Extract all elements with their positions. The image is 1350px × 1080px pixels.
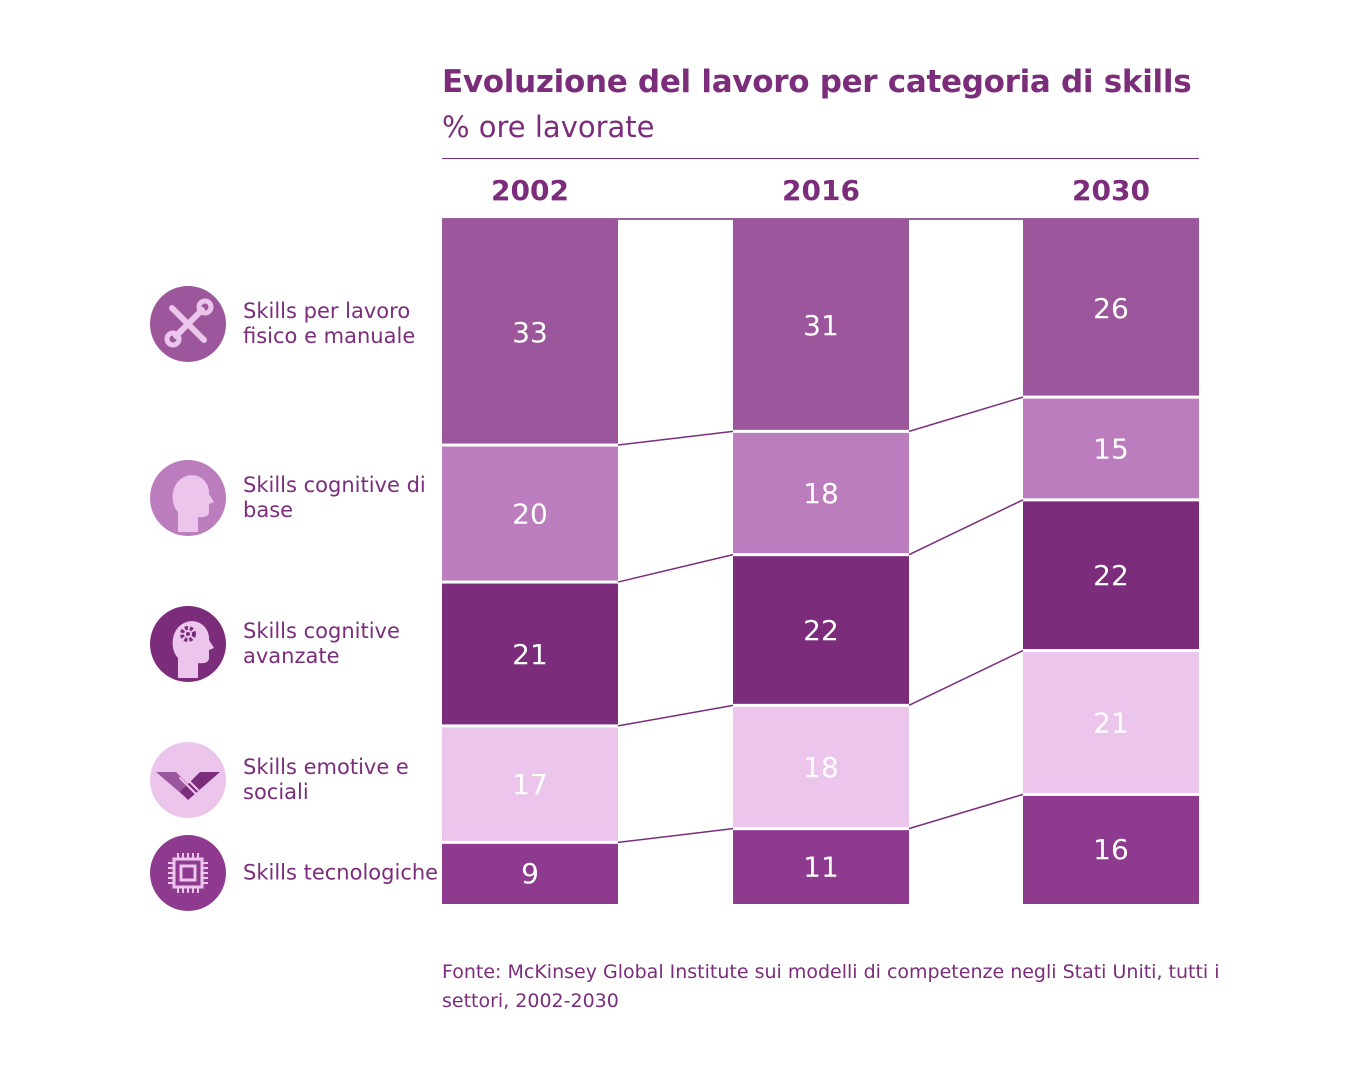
connector-line (908, 649, 1024, 707)
bar-segment (733, 830, 909, 904)
microchip-icon (150, 835, 226, 911)
year-label: 2002 (491, 174, 569, 207)
bar-segment (733, 219, 909, 430)
data-label: 21 (1093, 706, 1129, 739)
handshake-icon (150, 742, 226, 818)
data-label: 16 (1093, 833, 1129, 866)
legend-label: Skills cognitive di base (243, 473, 426, 522)
data-label: 11 (803, 850, 839, 883)
head-gear-icon (150, 606, 226, 682)
chart-title: Evoluzione del lavoro per categoria di s… (442, 64, 1192, 100)
bar-segment (733, 432, 909, 554)
chart-subtitle: % ore lavorate (442, 110, 655, 144)
bar-segment (733, 706, 909, 828)
title-divider (442, 158, 1199, 159)
data-label: 20 (512, 498, 548, 531)
bar-segment (1023, 501, 1199, 650)
data-label: 15 (1093, 432, 1129, 465)
connector-line (617, 553, 734, 583)
connector-line (617, 704, 734, 727)
data-label: 31 (803, 309, 839, 342)
data-label: 18 (803, 477, 839, 510)
connector-line (908, 396, 1024, 433)
legend-item-fisico-manuale: Skills per lavoro fisico e manuale (150, 286, 440, 362)
connector-line (908, 499, 1024, 556)
connector-line (617, 827, 734, 844)
bar-segment (733, 556, 909, 704)
year-label: 2016 (782, 174, 860, 207)
bar-segment (1023, 219, 1199, 396)
source-note: Fonte: McKinsey Global Institute sui mod… (442, 961, 1220, 1012)
data-label: 21 (512, 638, 548, 671)
data-label: 17 (512, 768, 548, 801)
year-label: 2030 (1072, 174, 1150, 207)
data-label: 9 (521, 857, 539, 890)
legend-label: Skills per lavoro fisico e manuale (243, 299, 416, 348)
bar-segment (442, 843, 618, 904)
legend-item-cognitive-avanzate: Skills cognitive avanzate (150, 606, 440, 682)
data-label: 22 (1093, 559, 1129, 592)
legend-item-tecnologiche: Skills tecnologiche (150, 835, 440, 911)
bar-segment (442, 219, 618, 444)
data-label: 26 (1093, 292, 1129, 325)
data-label: 22 (803, 614, 839, 647)
bar-segment (1023, 652, 1199, 793)
data-label: 33 (512, 316, 548, 349)
legend-label: Skills emotive e sociali (243, 755, 409, 804)
legend-label: Skills tecnologiche (243, 860, 439, 885)
bar-segment (442, 727, 618, 841)
wrench-screwdriver-icon (150, 286, 226, 362)
data-label: 18 (803, 751, 839, 784)
bar-segment (442, 583, 618, 725)
bar-segment (1023, 398, 1199, 499)
legend-label: Skills cognitive avanzate (243, 619, 400, 668)
head-profile-icon (150, 460, 226, 536)
connector-line (617, 430, 734, 446)
legend-item-cognitive-base: Skills cognitive di base (150, 460, 440, 536)
connector-line (908, 793, 1024, 830)
bar-segment (442, 446, 618, 581)
bar-segment (1023, 795, 1199, 904)
legend-item-emotive-sociali: Skills emotive e sociali (150, 742, 440, 818)
